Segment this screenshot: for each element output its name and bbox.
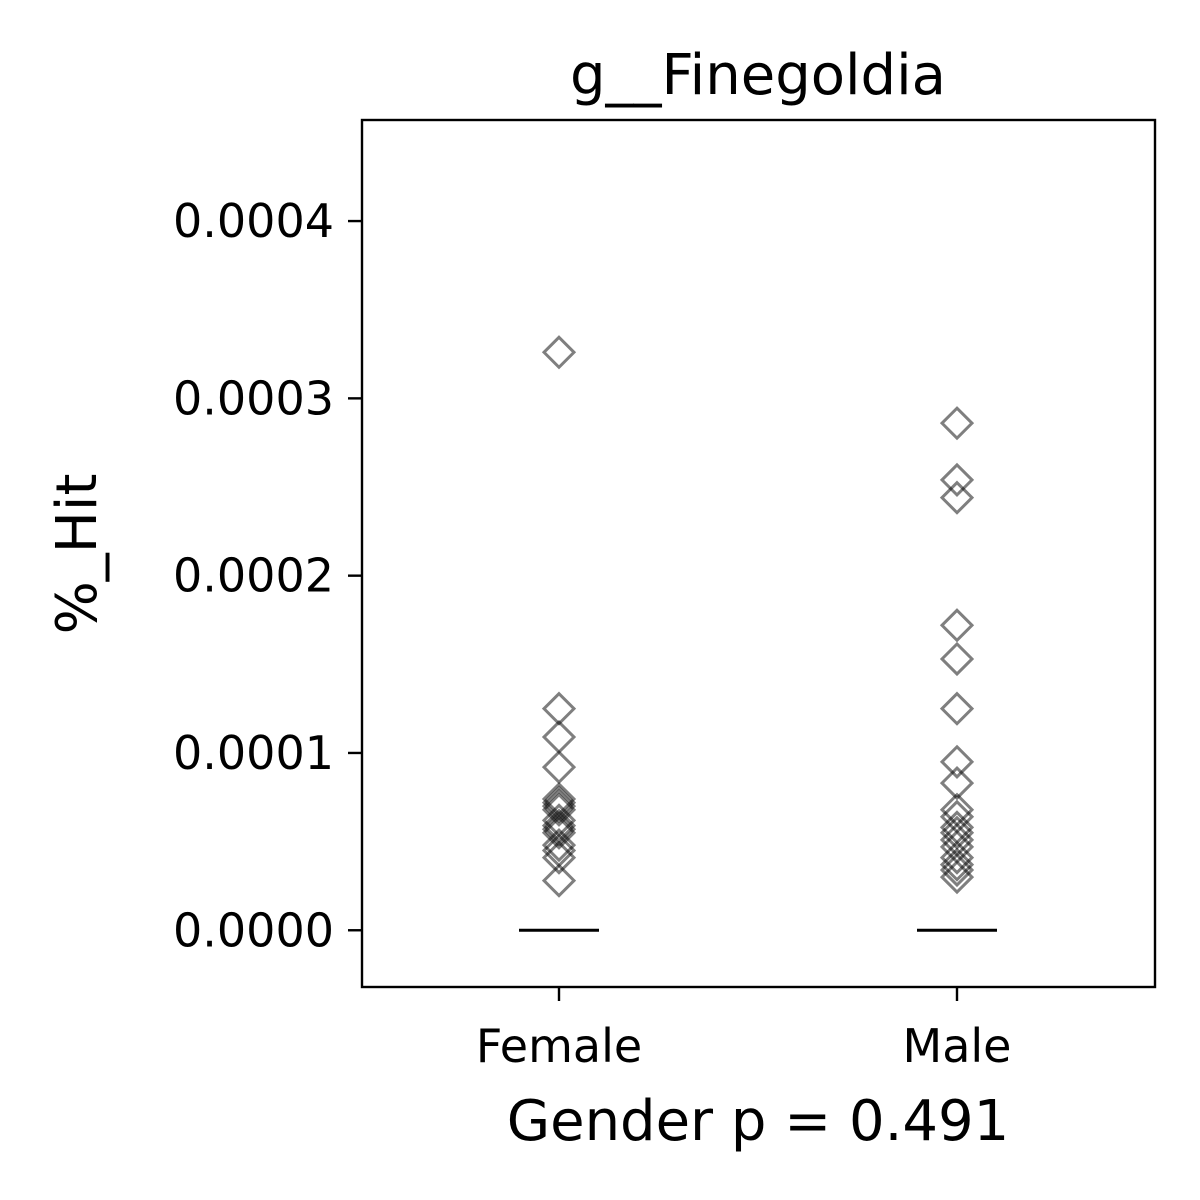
data-point xyxy=(541,828,577,863)
data-point xyxy=(541,719,577,755)
data-points xyxy=(541,335,975,898)
plot-frame xyxy=(360,118,1157,989)
y-tick-label: 0.0003 xyxy=(173,371,334,425)
data-point xyxy=(541,840,577,875)
data-point xyxy=(939,744,975,779)
data-point xyxy=(939,406,975,441)
data-point xyxy=(541,792,577,827)
data-point xyxy=(541,863,577,898)
data-point xyxy=(541,335,577,370)
data-point xyxy=(939,847,975,882)
x-tick-label: Male xyxy=(903,1019,1012,1073)
x-axis: Female Male xyxy=(476,987,1012,1073)
data-point xyxy=(939,765,975,801)
y-tick-label: 0.0001 xyxy=(173,726,334,780)
data-point xyxy=(939,480,975,515)
y-tick-label: 0.0004 xyxy=(173,194,334,248)
data-point xyxy=(939,840,975,875)
data-point xyxy=(939,852,975,888)
data-point xyxy=(939,641,975,677)
data-point xyxy=(939,859,975,895)
data-point xyxy=(939,691,975,726)
y-axis-label: %_Hit xyxy=(45,474,110,635)
y-tick-label: 0.0000 xyxy=(173,903,334,957)
data-point xyxy=(541,789,577,824)
data-point xyxy=(541,815,577,850)
chart-title: g__Finegoldia xyxy=(570,43,946,108)
data-point xyxy=(939,608,975,643)
data-point xyxy=(541,691,577,726)
y-axis: 0.0000 0.0001 0.0002 0.0003 0.0004 xyxy=(173,194,362,957)
data-point xyxy=(939,462,975,498)
y-tick-label: 0.0002 xyxy=(173,549,334,603)
x-tick-label: Female xyxy=(476,1019,642,1073)
data-point xyxy=(541,750,577,785)
x-axis-label: Gender p = 0.491 xyxy=(507,1089,1010,1154)
